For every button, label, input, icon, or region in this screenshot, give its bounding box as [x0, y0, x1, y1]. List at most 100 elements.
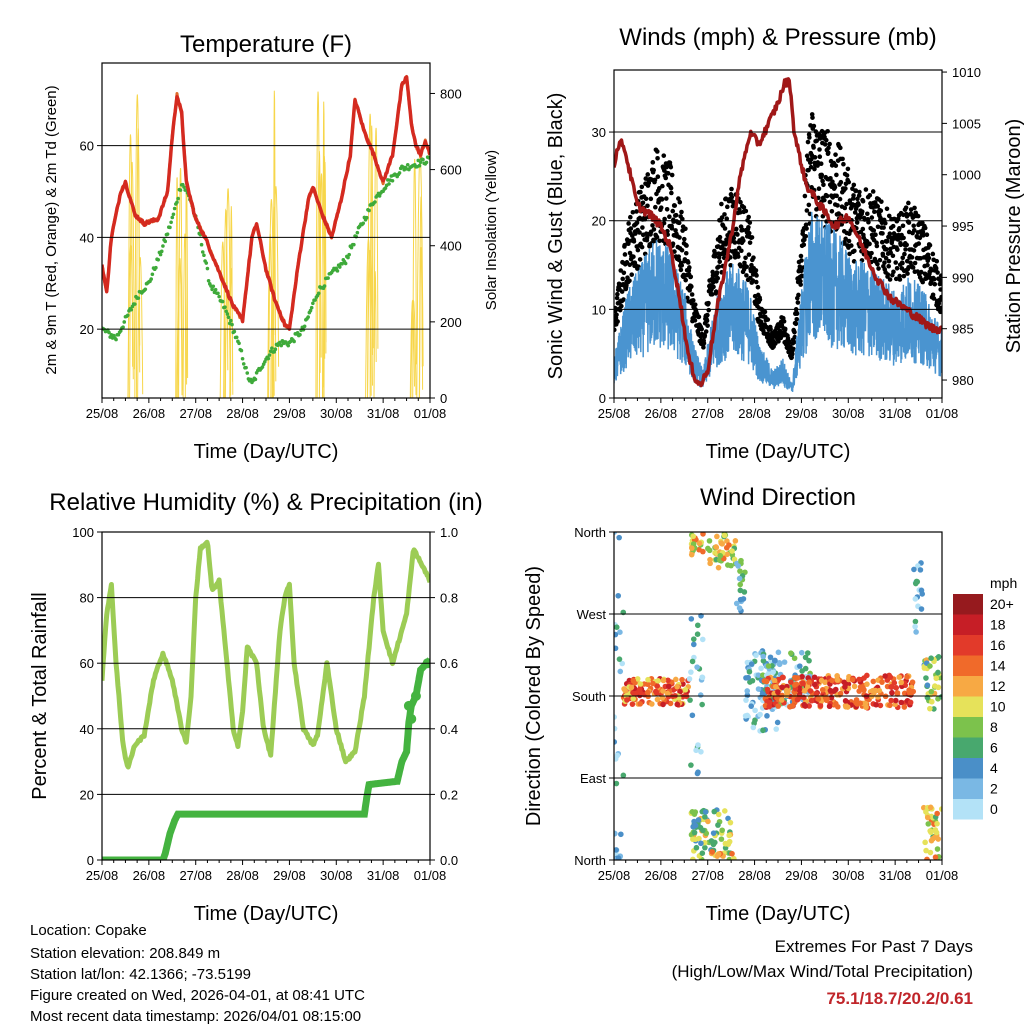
colorbar-swatch [953, 676, 983, 697]
gust-point [865, 211, 870, 217]
gust-point [637, 257, 643, 262]
direction-point [699, 701, 705, 708]
gust-point [930, 251, 936, 257]
direction-point [912, 596, 919, 602]
x-tick-label: 29/08 [273, 868, 306, 883]
y2-tick-label: 1.0 [440, 525, 458, 540]
direction-point [618, 831, 624, 838]
x-tick-label: 01/08 [926, 406, 959, 421]
direction-point [686, 676, 693, 682]
direction-point [929, 698, 935, 705]
direction-point [931, 706, 937, 712]
9m-temperature-line [102, 74, 430, 330]
gust-point [677, 199, 683, 205]
direction-point [901, 704, 908, 710]
dewpoint-point [241, 362, 246, 366]
gust-point [827, 199, 833, 205]
y2-tick-label: 0.6 [440, 656, 458, 671]
direction-point [933, 829, 940, 836]
gust-point [765, 317, 771, 322]
dewpoint-point [367, 208, 371, 213]
gust-point [683, 277, 688, 283]
direction-point [702, 809, 709, 815]
gust-point [818, 161, 824, 167]
gust-point [743, 255, 748, 261]
direction-point [875, 694, 881, 700]
x-tick-label: 28/08 [738, 868, 771, 883]
solar-insolation-line [315, 91, 321, 398]
gust-point [886, 263, 891, 269]
dewpoint-point [298, 332, 302, 337]
gust-point [731, 235, 737, 241]
gust-point [911, 228, 917, 233]
gust-point [634, 209, 639, 214]
gust-point [879, 199, 884, 204]
gust-point [833, 163, 839, 168]
gust-point [900, 255, 906, 261]
gust-point [931, 276, 937, 282]
gust-point [657, 238, 662, 244]
gust-point [934, 258, 940, 264]
gust-point [664, 207, 670, 212]
direction-point [728, 562, 734, 569]
direction-point [789, 703, 796, 709]
gust-point [683, 250, 689, 256]
direction-point [808, 697, 815, 704]
direction-point [706, 547, 713, 554]
direction-point [766, 700, 773, 706]
y-tick-label: North [574, 853, 606, 868]
direction-point [806, 703, 812, 709]
gust-point [848, 243, 854, 248]
colorbar-label: 4 [990, 760, 998, 776]
gust-point [646, 180, 652, 186]
gust-point [905, 271, 910, 276]
dewpoint-point [129, 307, 134, 312]
gust-point [842, 205, 848, 211]
temperature-panel: Temperature (F) Time (Day/UTC) 2m & 9m T… [43, 31, 500, 463]
direction-point [634, 676, 641, 682]
colorbar-label: 16 [990, 637, 1006, 653]
direction-point [817, 703, 824, 709]
gust-point [631, 239, 637, 244]
gust-point [660, 183, 665, 189]
direction-point [932, 683, 938, 689]
direction-point [699, 636, 706, 643]
gust-point [628, 226, 634, 231]
extremes-subtitle: (High/Low/Max Wind/Total Precipitation) [672, 962, 973, 981]
dewpoint-point [204, 261, 209, 265]
direction-point [736, 575, 743, 582]
direction-point [695, 769, 701, 776]
direction-point [695, 742, 701, 748]
direction-point [877, 702, 884, 709]
gust-point [714, 270, 720, 275]
gust-point [910, 265, 916, 270]
y2-tick-label: 985 [952, 322, 974, 337]
direction-point [928, 688, 935, 695]
y-tick-label: 20 [80, 787, 94, 802]
gust-point [655, 174, 661, 179]
x-tick-label: 26/08 [645, 406, 678, 421]
direction-point [738, 557, 744, 564]
gust-point [692, 302, 698, 307]
direction-point [630, 695, 637, 702]
y-tick-label: North [574, 525, 606, 540]
gust-point [645, 203, 650, 209]
gust-point [878, 208, 884, 214]
direction-point [771, 677, 778, 684]
solar-insolation-line [373, 271, 377, 398]
x-tick-label: 30/08 [320, 868, 353, 883]
direction-point [815, 696, 822, 702]
direction-point [726, 856, 733, 860]
dewpoint-point [223, 305, 227, 309]
direction-point [896, 674, 903, 680]
gust-point [833, 152, 838, 157]
direction-point [844, 704, 851, 710]
gust-point [803, 233, 809, 239]
plot-frame [101, 531, 431, 861]
gust-point [699, 326, 705, 332]
gust-point [753, 268, 759, 273]
gust-point [798, 268, 804, 274]
direction-point [715, 811, 722, 818]
gust-point [655, 155, 660, 161]
direction-point [722, 840, 729, 847]
